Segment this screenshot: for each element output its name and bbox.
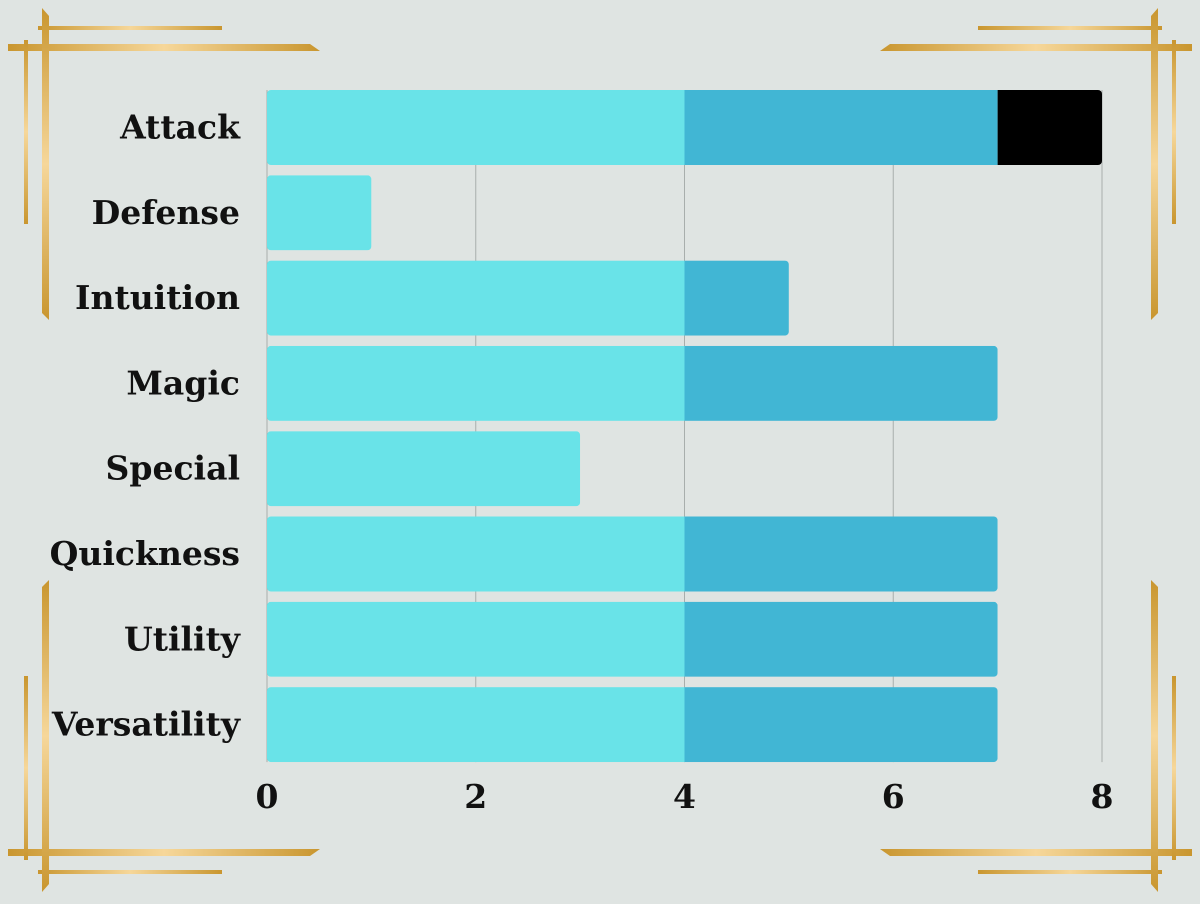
bar-attack-segment-2	[684, 90, 998, 165]
bar-attack-segment-1	[267, 90, 685, 165]
value-axis-tick-labels: 0 2 4 6 8	[256, 777, 1114, 816]
corner-frame-top-left	[8, 8, 320, 320]
x-tick-label-4: 4	[673, 777, 696, 816]
bar-special-segment-1	[267, 431, 581, 507]
gold-corner-frames	[8, 8, 1192, 892]
bar-quickness-segment-1	[267, 516, 685, 592]
bar-versatility-segment-1	[267, 687, 685, 763]
x-tick-label-6: 6	[882, 777, 905, 816]
corner-frame-top-right	[880, 8, 1192, 320]
x-tick-label-0: 0	[256, 777, 279, 816]
bar-magic-segment-1	[267, 345, 685, 421]
category-label-intuition: Intuition	[75, 278, 240, 317]
bar-series	[267, 90, 1102, 763]
x-tick-label-2: 2	[464, 777, 487, 816]
bar-group-quickness	[267, 516, 998, 592]
bar-group-special	[267, 431, 581, 507]
category-label-magic: Magic	[126, 363, 240, 402]
bar-group-versatility	[267, 687, 998, 763]
corner-frame-bottom-right	[880, 580, 1192, 892]
bar-quickness-segment-2	[684, 516, 998, 592]
bar-group-utility	[267, 601, 998, 677]
bar-group-defense	[267, 175, 372, 251]
category-label-quickness: Quickness	[50, 534, 240, 573]
corner-frame-bottom-left	[8, 580, 320, 892]
category-label-utility: Utility	[124, 619, 241, 658]
category-label-special: Special	[106, 449, 240, 488]
bar-group-intuition	[267, 260, 789, 336]
x-tick-label-8: 8	[1091, 777, 1114, 816]
bar-group-magic	[267, 345, 998, 421]
category-label-defense: Defense	[92, 193, 240, 232]
bar-magic-segment-2	[684, 345, 998, 421]
bar-versatility-segment-2	[684, 687, 998, 763]
category-axis-labels: Attack Defense Intuition Magic Special Quickn…	[50, 108, 242, 744]
bar-attack-segment-3	[997, 90, 1102, 165]
bar-defense-segment-1	[267, 175, 372, 251]
category-label-versatility: Versatility	[51, 705, 241, 744]
bar-intuition-segment-2	[684, 260, 789, 336]
bar-group-attack	[267, 90, 1102, 165]
bar-utility-segment-1	[267, 601, 685, 677]
bar-intuition-segment-1	[267, 260, 685, 336]
bar-utility-segment-2	[684, 601, 998, 677]
category-label-attack: Attack	[119, 108, 241, 147]
